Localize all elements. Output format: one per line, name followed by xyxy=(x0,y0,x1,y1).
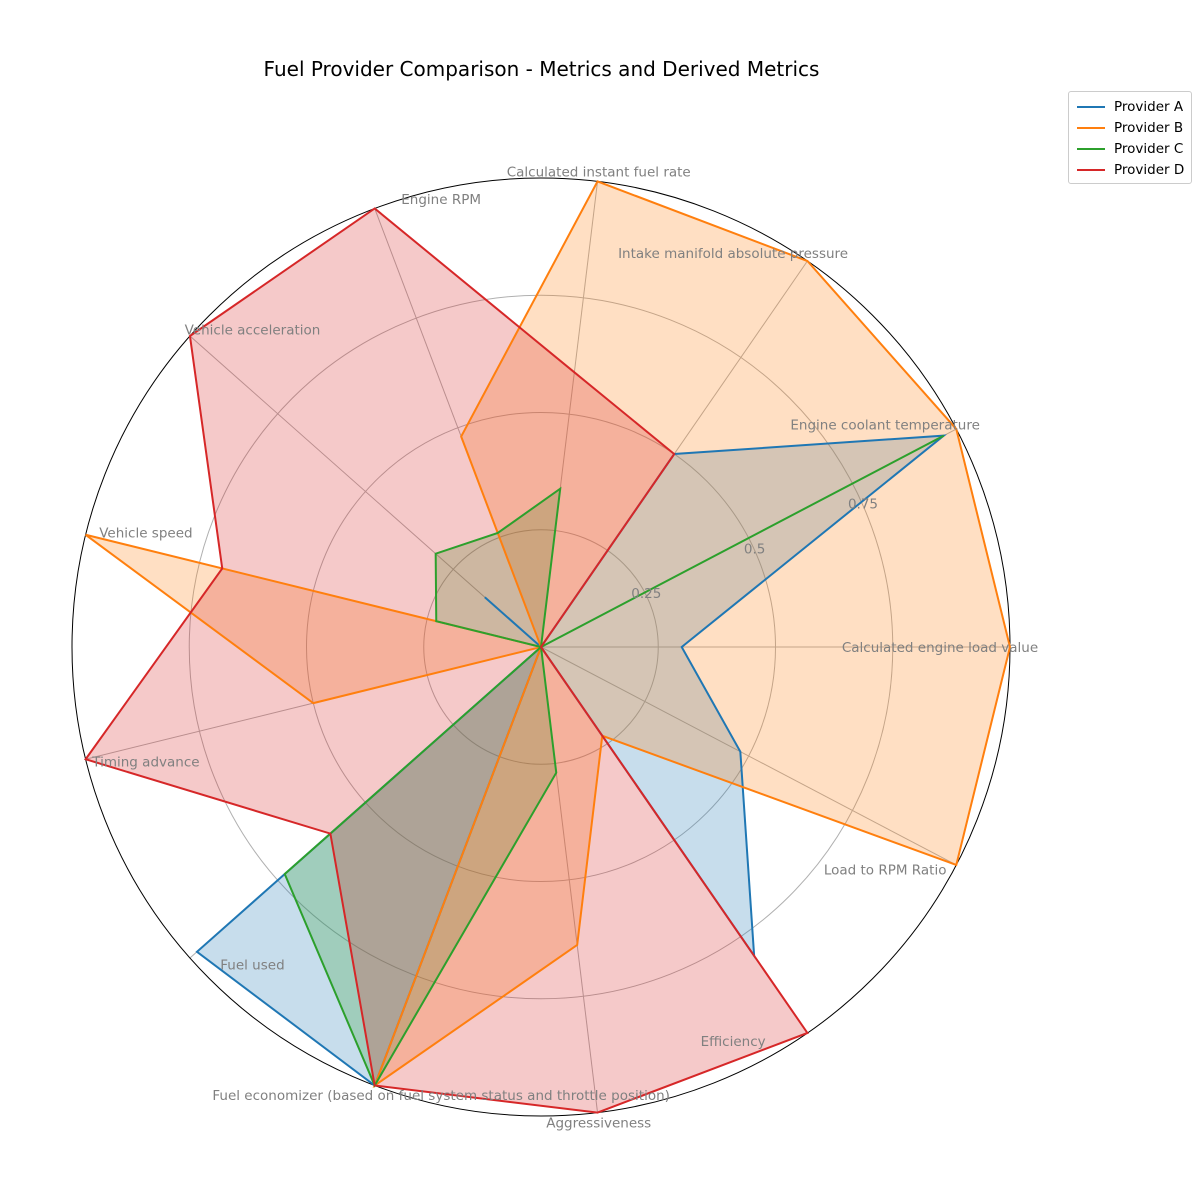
legend-label-1: Provider A xyxy=(1114,99,1183,115)
category-label-12: Efficiency xyxy=(701,1034,766,1050)
legend: Provider A Provider B Provider C Provider D xyxy=(1068,91,1192,184)
chart-title: Fuel Provider Comparison - Metrics and D… xyxy=(0,57,1083,81)
category-label-7: Vehicle speed xyxy=(99,525,192,541)
category-label-2: Engine coolant temperature xyxy=(790,417,980,433)
category-label-13: Load to RPM Ratio xyxy=(824,863,947,879)
radial-tick-label-3: 0.75 xyxy=(848,496,878,512)
legend-swatch-2 xyxy=(1077,127,1105,129)
category-label-9: Fuel used xyxy=(220,958,284,974)
category-label-8: Timing advance xyxy=(91,755,199,771)
legend-item-4: Provider D xyxy=(1069,159,1191,180)
category-label-1: Calculated engine load value xyxy=(842,640,1038,656)
legend-item-1: Provider A xyxy=(1069,96,1191,117)
category-label-5: Engine RPM xyxy=(401,192,481,208)
category-label-10: Fuel economizer (based on fuel system st… xyxy=(212,1088,670,1104)
category-label-6: Vehicle acceleration xyxy=(185,322,321,338)
legend-label-2: Provider B xyxy=(1114,120,1183,136)
radial-tick-label-1: 0.25 xyxy=(631,586,661,602)
legend-swatch-3 xyxy=(1077,148,1105,150)
category-label-11: Aggressiveness xyxy=(546,1116,651,1132)
category-label-4: Calculated instant fuel rate xyxy=(507,164,691,180)
legend-label-4: Provider D xyxy=(1114,162,1184,178)
legend-swatch-1 xyxy=(1077,106,1105,108)
category-label-3: Intake manifold absolute pressure xyxy=(618,246,848,262)
legend-item-3: Provider C xyxy=(1069,138,1191,159)
legend-swatch-4 xyxy=(1077,169,1105,171)
legend-label-3: Provider C xyxy=(1114,141,1183,157)
radial-tick-label-2: 0.5 xyxy=(744,541,765,557)
legend-item-2: Provider B xyxy=(1069,117,1191,138)
